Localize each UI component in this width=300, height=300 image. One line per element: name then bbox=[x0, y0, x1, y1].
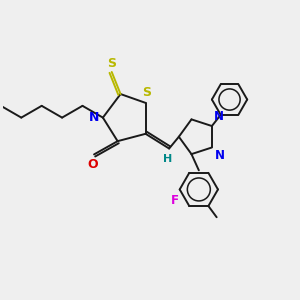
Text: N: N bbox=[214, 110, 224, 123]
Text: S: S bbox=[142, 86, 151, 99]
Text: O: O bbox=[87, 158, 98, 171]
Text: H: H bbox=[163, 154, 172, 164]
Text: F: F bbox=[171, 194, 179, 207]
Text: N: N bbox=[89, 111, 99, 124]
Text: N: N bbox=[215, 149, 225, 162]
Text: S: S bbox=[106, 57, 116, 70]
